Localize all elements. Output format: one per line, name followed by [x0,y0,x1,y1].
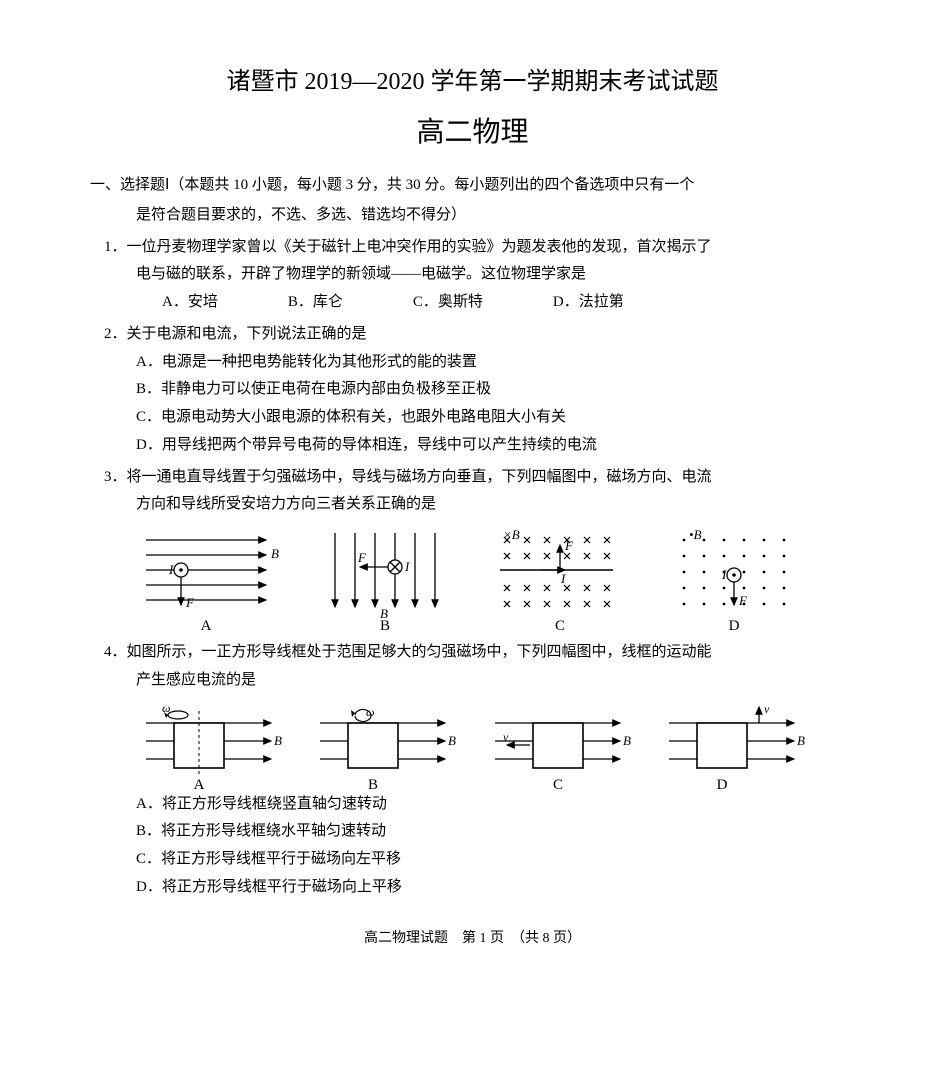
q3-diagram-a: I F B A [136,525,286,635]
q4-diagram-d: v B D [659,701,809,791]
q3d-B: •B [689,527,702,542]
q1-line2: 电与磁的联系，开辟了物理学的新领域——电磁学。这位物理学家是 [90,261,855,289]
q4b-B: B [448,733,456,748]
q1-opt-a: A．安培 [162,289,218,317]
q3a-F: F [185,595,195,610]
q3b-I: I [404,559,410,574]
q4c-v: v [503,730,509,744]
q2-opt-a: A．电源是一种把电势能转化为其他形式的能的装置 [90,349,855,377]
q4c-label: C [553,777,563,791]
q3-diagram-b: I F B B [310,525,460,635]
q4d-v: v [764,702,770,716]
title-sub: 高二物理 [90,106,855,158]
q2-num: 2． [104,326,127,342]
q4a-B: B [274,733,282,748]
q4-opt-b: B．将正方形导线框绕水平轴匀速转动 [90,818,855,846]
q1-opt-b: B．库仑 [288,289,343,317]
q4-opt-d: D．将正方形导线框平行于磁场向上平移 [90,874,855,902]
question-1: 1．一位丹麦物理学家曾以《关于磁针上电冲突作用的实验》为题发表他的发现，首次揭示… [90,234,855,317]
q3a-label: A [201,618,212,634]
q2-opt-c: C．电源电动势大小跟电源的体积有关，也跟外电路电阻大小有关 [90,404,855,432]
page-footer: 高二物理试题 第 1 页 （共 8 页） [90,926,855,952]
question-4: 4．如图所示，一正方形导线框处于范围足够大的匀强磁场中，下列四幅图中，线框的运动… [90,639,855,902]
q3-text1: 将一通电直导线置于匀强磁场中，导线与磁场方向垂直，下列四幅图中，磁场方向、电流 [127,469,712,485]
q4b-omega: ω [366,705,374,719]
q4d-B: B [797,733,805,748]
q4-opt-a: A．将正方形导线框绕竖直轴匀速转动 [90,791,855,819]
q4d-label: D [717,777,728,791]
q2-head: 2．关于电源和电流，下列说法正确的是 [90,321,855,349]
q2-opt-d: D．用导线把两个带异号电荷的导体相连，导线中可以产生持续的电流 [90,432,855,460]
q4a-label: A [194,777,205,791]
q4-line2: 产生感应电流的是 [90,667,855,695]
q1-opt-d: D．法拉第 [553,289,624,317]
q3-diagram-c: I F ×B C [485,525,635,635]
q4-line1: 4．如图所示，一正方形导线框处于范围足够大的匀强磁场中，下列四幅图中，线框的运动… [90,639,855,667]
q4-diagrams: ω B A ω B B [90,695,855,791]
q1-text1: 一位丹麦物理学家曾以《关于磁针上电冲突作用的实验》为题发表他的发现，首次揭示了 [127,239,712,255]
q3c-B: ×B [503,527,520,542]
q4c-B: B [623,733,631,748]
q3-num: 3． [104,469,127,485]
question-2: 2．关于电源和电流，下列说法正确的是 A．电源是一种把电势能转化为其他形式的能的… [90,321,855,460]
q4-text1: 如图所示，一正方形导线框处于范围足够大的匀强磁场中，下列四幅图中，线框的运动能 [127,644,712,660]
q3d-I: I [721,567,727,582]
q3b-label: B [380,618,390,634]
q1-line1: 1．一位丹麦物理学家曾以《关于磁针上电冲突作用的实验》为题发表他的发现，首次揭示… [90,234,855,262]
q3c-F: F [564,538,574,553]
q3-line2: 方向和导线所受安培力方向三者关系正确的是 [90,491,855,519]
q3c-label: C [555,618,565,634]
q4-diagram-a: ω B A [136,701,286,791]
q2-text: 关于电源和电流，下列说法正确的是 [127,326,367,342]
section1-line2: 是符合题目要求的，不选、多选、错选均不得分） [90,202,855,230]
q4-diagram-c: v B C [485,701,635,791]
q3b-F: F [357,550,367,565]
q3-line1: 3．将一通电直导线置于匀强磁场中，导线与磁场方向垂直，下列四幅图中，磁场方向、电… [90,464,855,492]
q3c-I: I [560,571,566,586]
q4b-label: B [368,777,378,791]
q3-diagram-d: I F •B D [659,525,809,635]
q4-opt-c: C．将正方形导线框平行于磁场向左平移 [90,846,855,874]
q2-opt-b: B．非静电力可以使正电荷在电源内部由负极移至正极 [90,376,855,404]
q1-options: A．安培 B．库仑 C．奥斯特 D．法拉第 [90,289,855,317]
q3d-F: F [738,593,748,608]
q1-opt-c: C．奥斯特 [413,289,483,317]
title-main: 诸暨市 2019—2020 学年第一学期期末考试试题 [90,60,855,104]
q3a-I: I [168,562,174,577]
q4-num: 4． [104,644,127,660]
q3-diagrams: I F B A I [90,519,855,635]
q4-diagram-b: ω B B [310,701,460,791]
section1-line1: 一、选择题Ⅰ（本题共 10 小题，每小题 3 分，共 30 分。每小题列出的四个… [90,172,855,200]
question-3: 3．将一通电直导线置于匀强磁场中，导线与磁场方向垂直，下列四幅图中，磁场方向、电… [90,464,855,636]
q1-num: 1． [104,239,127,255]
q3a-B: B [271,546,279,561]
q4a-omega: ω [162,701,170,715]
q3d-label: D [729,618,740,634]
